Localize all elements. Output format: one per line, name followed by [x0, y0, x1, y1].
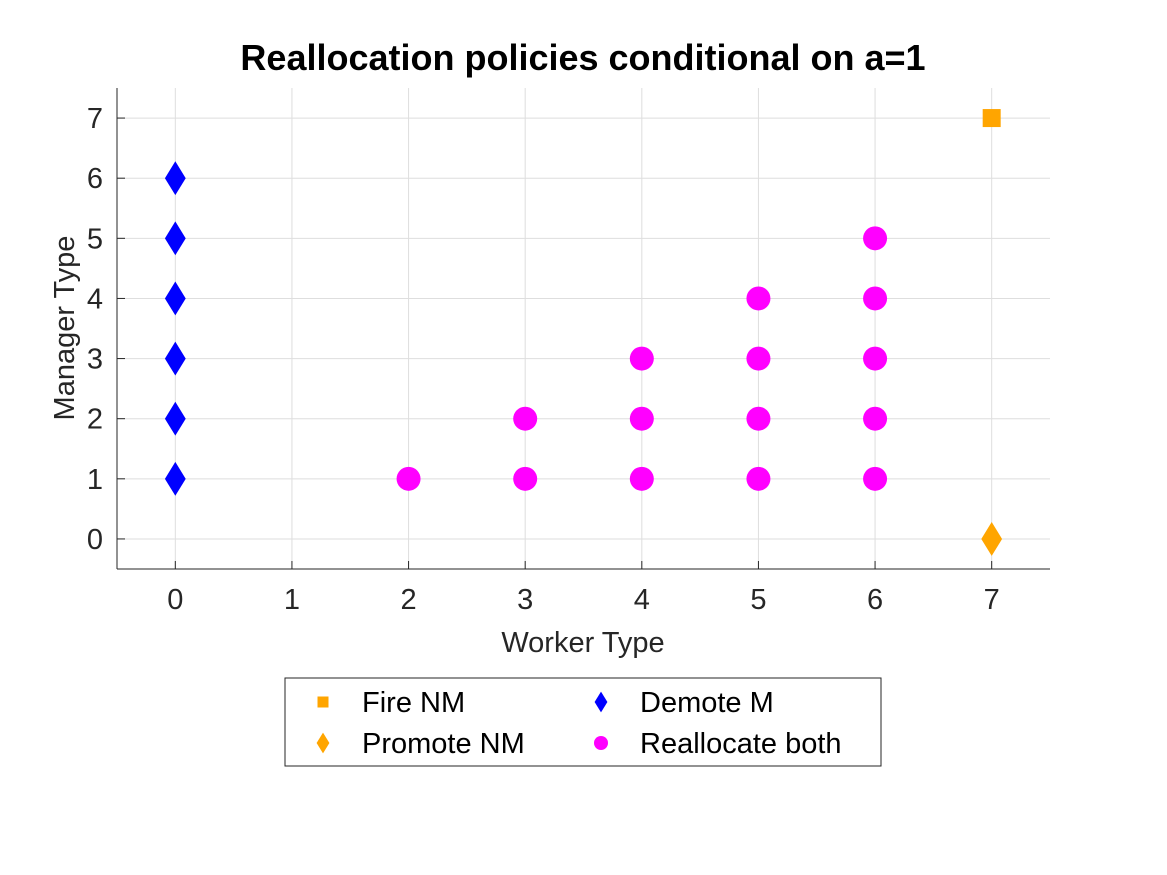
- x-tick-label: 7: [984, 584, 1000, 616]
- point-reallocate-both: [513, 466, 538, 491]
- point-demote-m: [164, 221, 186, 256]
- x-tick-label: 0: [167, 584, 183, 616]
- legend-label-fire-nm: Fire NM: [362, 687, 465, 719]
- point-reallocate-both: [629, 346, 654, 371]
- point-reallocate-both: [629, 466, 654, 491]
- y-tick-label: 5: [87, 223, 103, 255]
- x-tick-labels: 0 1 2 3 4 5 6 7: [167, 584, 1000, 616]
- legend-marker-demote-m: [594, 691, 608, 713]
- y-tick-label: 7: [87, 103, 103, 135]
- legend-label-promote-nm: Promote NM: [362, 728, 525, 760]
- point-reallocate-both: [746, 406, 771, 431]
- point-reallocate-both: [746, 466, 771, 491]
- point-demote-m: [164, 401, 186, 436]
- legend-box: [284, 677, 882, 767]
- point-promote-nm: [981, 522, 1003, 556]
- legend-marker-reallocate-both: [594, 736, 608, 750]
- point-reallocate-both: [746, 346, 771, 371]
- point-demote-m: [164, 161, 186, 196]
- grid-lines: [117, 88, 1050, 569]
- point-demote-m: [164, 281, 186, 316]
- y-tick-label: 4: [87, 283, 103, 315]
- x-tick-label: 5: [750, 584, 766, 616]
- point-reallocate-both: [863, 406, 888, 431]
- x-tick-label: 1: [284, 584, 300, 616]
- y-tick-label: 1: [87, 464, 103, 496]
- point-reallocate-both: [863, 286, 888, 311]
- data-markers: [164, 109, 1003, 556]
- chart-title: Reallocation policies conditional on a=1: [240, 37, 925, 78]
- legend-marker-fire-nm: [317, 696, 329, 708]
- x-tick-label: 2: [400, 584, 416, 616]
- point-reallocate-both: [513, 406, 538, 431]
- y-tick-label: 0: [87, 524, 103, 556]
- legend-label-reallocate-both: Reallocate both: [640, 728, 842, 760]
- y-tick-label: 3: [87, 344, 103, 376]
- plot-area: [117, 88, 1050, 569]
- point-demote-m: [164, 461, 186, 496]
- point-reallocate-both: [863, 466, 888, 491]
- y-tick-label: 2: [87, 404, 103, 436]
- legend-marker-promote-nm: [316, 732, 330, 754]
- x-axis-label: Worker Type: [501, 627, 664, 659]
- point-reallocate-both: [396, 466, 421, 491]
- point-reallocate-both: [629, 406, 654, 431]
- x-tick-label: 6: [867, 584, 883, 616]
- point-reallocate-both: [863, 226, 888, 251]
- y-axis-label: Manager Type: [49, 236, 81, 421]
- point-reallocate-both: [746, 286, 771, 311]
- x-tick-label: 4: [634, 584, 650, 616]
- y-tick-label: 6: [87, 163, 103, 195]
- axes: [116, 88, 1050, 570]
- legend-label-demote-m: Demote M: [640, 687, 774, 719]
- y-tick-labels: 0 1 2 3 4 5 6 7: [87, 103, 103, 556]
- point-demote-m: [164, 341, 186, 376]
- x-tick-label: 3: [517, 584, 533, 616]
- point-fire-nm: [982, 109, 1001, 128]
- legend: Fire NM Promote NM Demote M Reallocate both: [284, 677, 882, 767]
- point-reallocate-both: [863, 346, 888, 371]
